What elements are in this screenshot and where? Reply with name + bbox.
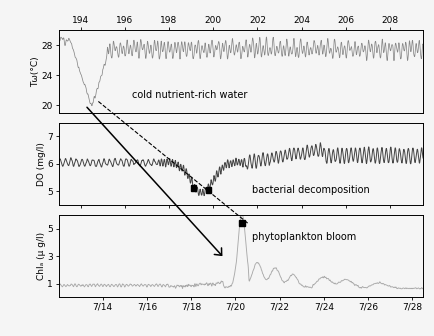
Text: phytoplankton bloom: phytoplankton bloom — [252, 232, 356, 242]
Y-axis label: Tω(°C): Tω(°C) — [31, 56, 40, 87]
Y-axis label: DO (mg/l): DO (mg/l) — [37, 142, 46, 186]
Y-axis label: Chlₐ (μ g/l): Chlₐ (μ g/l) — [37, 232, 46, 280]
Text: bacterial decomposition: bacterial decomposition — [252, 185, 370, 195]
Text: cold nutrient-rich water: cold nutrient-rich water — [132, 90, 247, 100]
